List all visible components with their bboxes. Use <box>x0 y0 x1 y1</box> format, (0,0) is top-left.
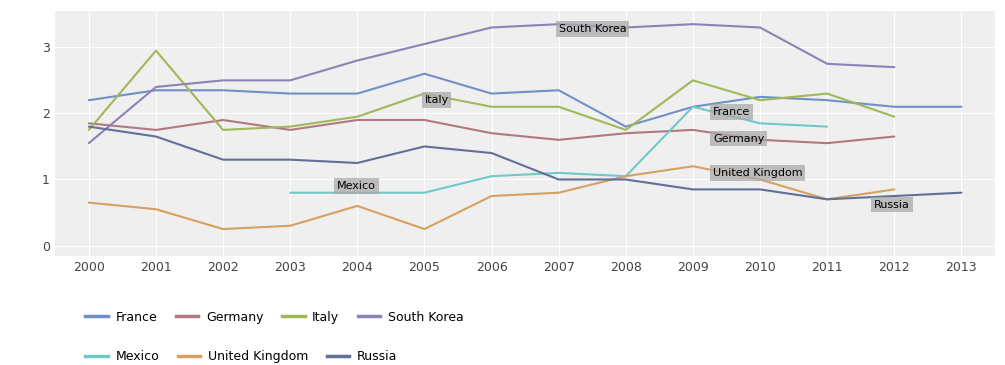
Text: Mexico: Mexico <box>337 181 376 191</box>
Text: Italy: Italy <box>424 95 448 105</box>
Text: Germany: Germany <box>713 134 765 143</box>
Text: Russia: Russia <box>874 200 910 210</box>
Text: United Kingdom: United Kingdom <box>713 168 803 178</box>
Legend: Mexico, United Kingdom, Russia: Mexico, United Kingdom, Russia <box>80 345 402 365</box>
Text: France: France <box>713 107 751 117</box>
Text: South Korea: South Korea <box>559 24 626 34</box>
